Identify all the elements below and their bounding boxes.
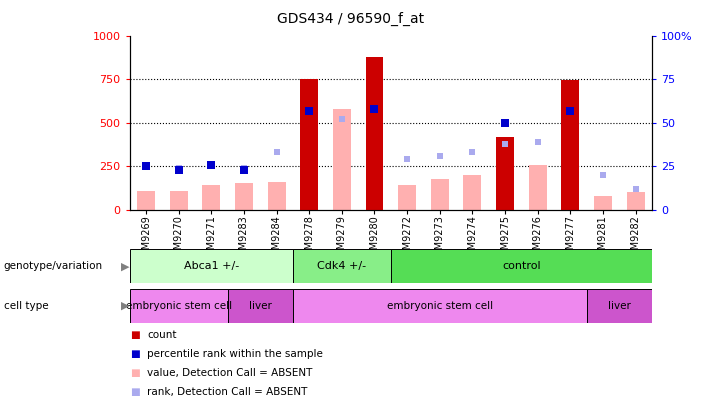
- Bar: [228, 289, 293, 323]
- Text: embryonic stem cell: embryonic stem cell: [125, 301, 232, 311]
- Bar: [130, 289, 228, 323]
- Bar: [391, 249, 652, 283]
- Text: count: count: [147, 329, 177, 340]
- Bar: [130, 249, 293, 283]
- Bar: [293, 249, 391, 283]
- Bar: [293, 289, 587, 323]
- Text: cell type: cell type: [4, 301, 48, 311]
- Bar: [170, 191, 188, 210]
- Text: rank, Detection Call = ABSENT: rank, Detection Call = ABSENT: [147, 386, 308, 396]
- Bar: [529, 166, 547, 210]
- Bar: [137, 191, 155, 210]
- Text: control: control: [502, 261, 540, 271]
- Bar: [587, 289, 652, 323]
- Bar: [365, 57, 383, 210]
- Bar: [300, 79, 318, 210]
- Bar: [431, 179, 449, 210]
- Text: liver: liver: [249, 301, 272, 311]
- Bar: [203, 185, 220, 210]
- Bar: [463, 175, 482, 210]
- Bar: [268, 182, 285, 210]
- Bar: [398, 185, 416, 210]
- Text: ■: ■: [130, 329, 139, 340]
- Text: ■: ■: [130, 367, 139, 378]
- Text: percentile rank within the sample: percentile rank within the sample: [147, 348, 323, 359]
- Bar: [333, 109, 350, 210]
- Text: liver: liver: [608, 301, 631, 311]
- Text: genotype/variation: genotype/variation: [4, 261, 102, 271]
- Text: Cdk4 +/-: Cdk4 +/-: [318, 261, 367, 271]
- Bar: [562, 80, 579, 210]
- Text: ■: ■: [130, 348, 139, 359]
- Bar: [235, 183, 253, 210]
- Bar: [594, 196, 612, 210]
- Text: ▶: ▶: [121, 301, 130, 311]
- Text: ▶: ▶: [121, 261, 130, 271]
- Bar: [627, 192, 645, 210]
- Text: ■: ■: [130, 386, 139, 396]
- Bar: [496, 137, 514, 210]
- Text: value, Detection Call = ABSENT: value, Detection Call = ABSENT: [147, 367, 313, 378]
- Text: embryonic stem cell: embryonic stem cell: [387, 301, 493, 311]
- Text: Abca1 +/-: Abca1 +/-: [184, 261, 239, 271]
- Text: GDS434 / 96590_f_at: GDS434 / 96590_f_at: [277, 12, 424, 26]
